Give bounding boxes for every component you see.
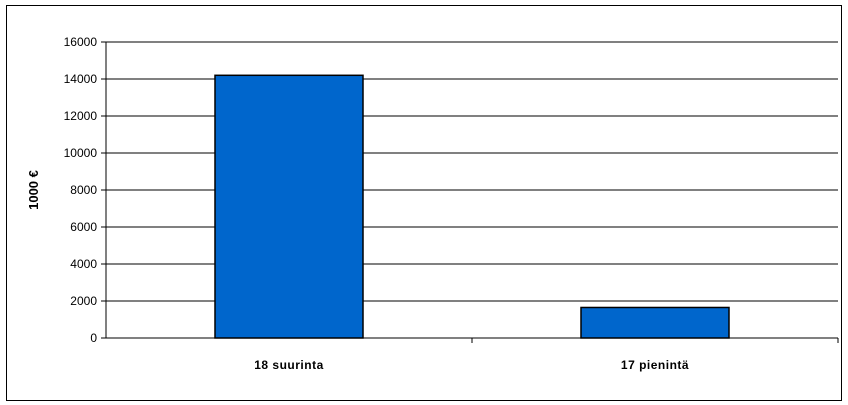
y-tick-label: 14000 (64, 72, 98, 86)
bars (214, 74, 730, 339)
y-tick-label: 4000 (70, 257, 97, 271)
y-tick-label: 2000 (70, 294, 97, 308)
y-tick-label: 12000 (64, 109, 98, 123)
y-axis-label: 1000 € (26, 170, 41, 210)
x-category-label: 17 pienintä (621, 358, 689, 372)
y-tick-label: 8000 (70, 183, 97, 197)
bar (214, 74, 364, 339)
x-axis-categories: 18 suurinta 17 pienintä (254, 338, 839, 372)
y-axis-ticks: 0 2000 4000 6000 8000 10000 12000 14000 16000 (64, 35, 106, 345)
y-tick-label: 6000 (70, 220, 97, 234)
x-category-label: 18 suurinta (254, 358, 324, 372)
bar (580, 306, 730, 339)
y-tick-label: 16000 (64, 35, 98, 49)
y-tick-label: 0 (90, 331, 97, 345)
y-tick-label: 10000 (64, 146, 98, 160)
